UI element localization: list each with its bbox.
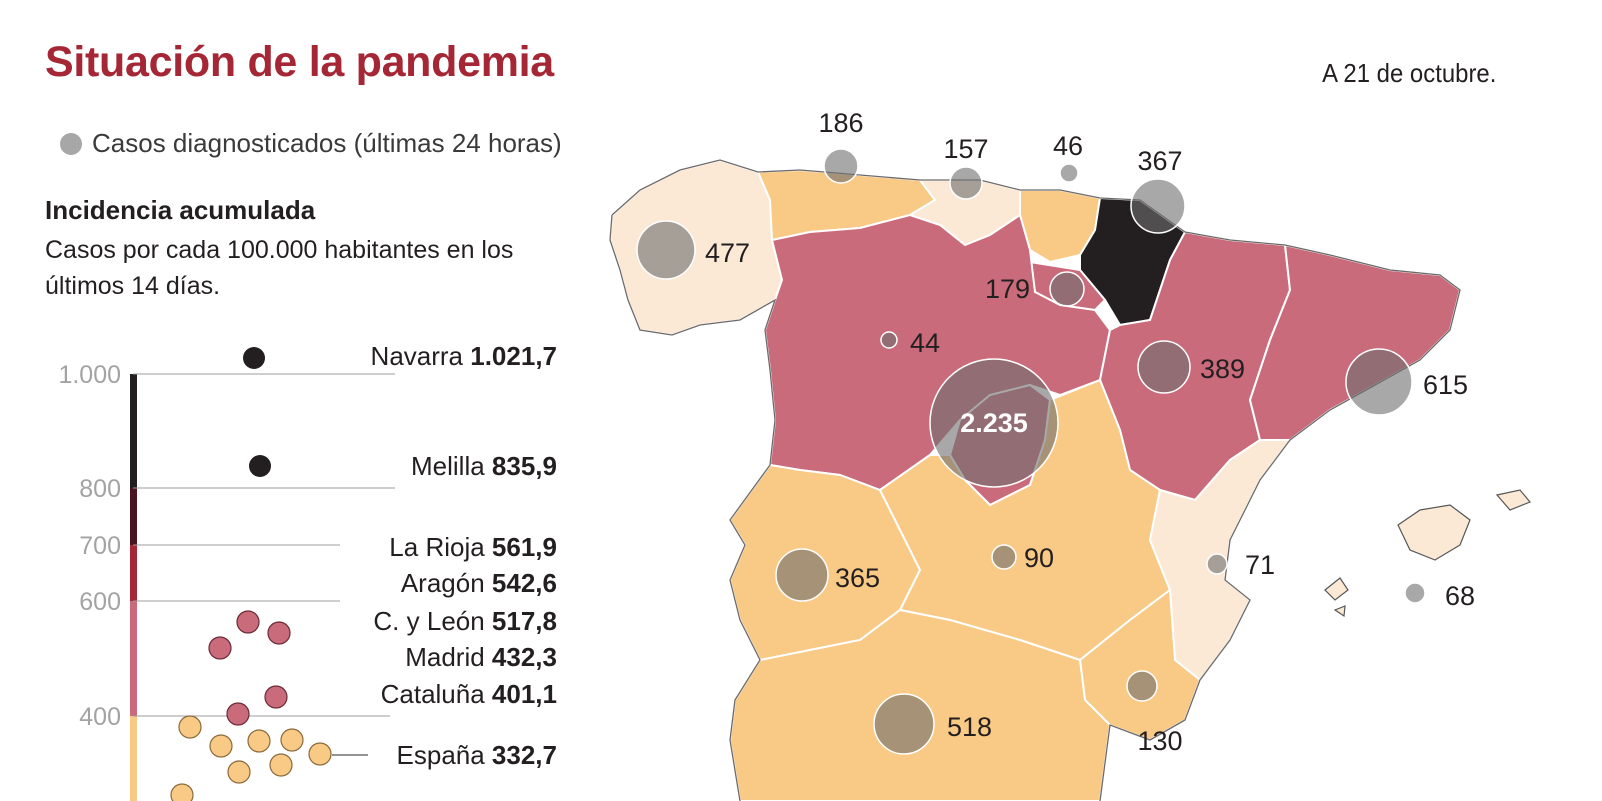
incidence-band-1 [130,488,137,545]
case-label-asturias: 186 [818,108,863,138]
case-bubble-baleares [1404,582,1426,604]
case-bubble-madrid [929,358,1059,488]
point-label-espa-a: España 332,7 [397,740,557,770]
case-bubble-pais-vasco [1059,163,1079,183]
y-tick-label-1: 800 [79,475,121,503]
point-label-catalu-a: Cataluña 401,1 [381,679,557,709]
incidence-dot-orange-6 [269,753,293,777]
y-tick-label-3: 600 [79,588,121,616]
incidence-dot-pink-0 [236,610,260,634]
case-label-galicia: 477 [705,238,750,268]
case-label-c-valenciana: 71 [1245,550,1275,580]
incidence-dot-orange-3 [280,728,304,752]
incidence-title: Incidencia acumulada [45,195,316,225]
cases-legend-label: Casos diagnosticados (últimas 24 horas) [92,128,562,158]
incidence-subtitle: Casos por cada 100.000 habitantes en los… [45,236,514,300]
point-label-melilla: Melilla 835,9 [411,451,557,481]
incidence-chart: 1.000 800 700 600 400 Navarra 1.021,7 Melilla … [58,341,557,801]
case-bubble-la-rioja [1049,271,1085,307]
case-bubble-navarra [1130,178,1186,234]
case-label-la-rioja: 179 [985,274,1030,304]
case-label-madrid: 2.235 [960,408,1028,438]
cases-legend-dot-icon [60,132,82,155]
case-bubble-extremadura [775,548,829,602]
incidence-dot-pink-1 [267,621,291,645]
case-bubble-castilla-la-mancha [991,544,1017,570]
case-bubble-galicia [636,220,696,280]
case-bubble-murcia [1126,670,1158,702]
case-bubble-aragon [1137,340,1191,394]
case-bubble-c-valenciana [1206,553,1228,575]
case-label-baleares: 68 [1445,581,1475,611]
case-bubble-andalucia [873,693,935,755]
y-tick-label-2: 700 [79,532,121,560]
case-label-castilla-la-mancha: 90 [1024,543,1054,573]
y-tick-label-4: 400 [79,703,121,731]
incidence-dot-pink-2 [208,636,232,660]
case-label-andalucia: 518 [947,712,992,742]
point-label-la-rioja: La Rioja 561,9 [389,532,557,562]
point-label-c-y-le-n: C. y León 517,8 [373,606,557,636]
incidence-band-4 [130,716,137,801]
point-marker-1 [249,455,271,477]
cases-legend: Casos diagnosticados (últimas 24 horas) [60,128,562,159]
incidence-dot-orange-0 [178,715,202,739]
point-label-navarra: Navarra 1.021,7 [371,341,557,371]
incidence-band-0 [130,374,137,488]
case-bubble-asturias [823,148,859,184]
case-bubble-castilla-y-leon [880,331,898,349]
incidence-dot-pink-4 [226,702,250,726]
case-label-navarra: 367 [1137,146,1182,176]
case-bubble-cantabria [949,166,983,200]
case-label-aragon: 389 [1200,354,1245,384]
case-label-murcia: 130 [1137,726,1182,756]
y-tick-label-0: 1.000 [58,361,121,389]
case-bubble-cataluna [1345,348,1413,416]
incidence-band-2 [130,545,137,601]
case-label-castilla-y-leon: 44 [910,328,940,358]
incidence-dot-orange-2 [247,729,271,753]
page-title: Situación de la pandemia [45,38,554,86]
incidence-dot-orange-7 [170,783,194,801]
incidence-dot-orange-5 [227,760,251,784]
incidence-dot-orange-4 [308,742,332,766]
case-label-extremadura: 365 [835,563,880,593]
incidence-dot-orange-1 [209,734,233,758]
incidence-dot-pink-3 [264,685,288,709]
point-label-arag-n: Aragón 542,6 [401,568,557,598]
point-marker-0 [243,347,265,369]
case-label-pais-vasco: 46 [1053,131,1083,161]
incidence-band-3 [130,601,137,716]
date-label: A 21 de octubre. [1321,58,1496,88]
case-label-cantabria: 157 [943,134,988,164]
point-label-madrid: Madrid 432,3 [405,642,557,672]
case-label-cataluna: 615 [1423,370,1468,400]
